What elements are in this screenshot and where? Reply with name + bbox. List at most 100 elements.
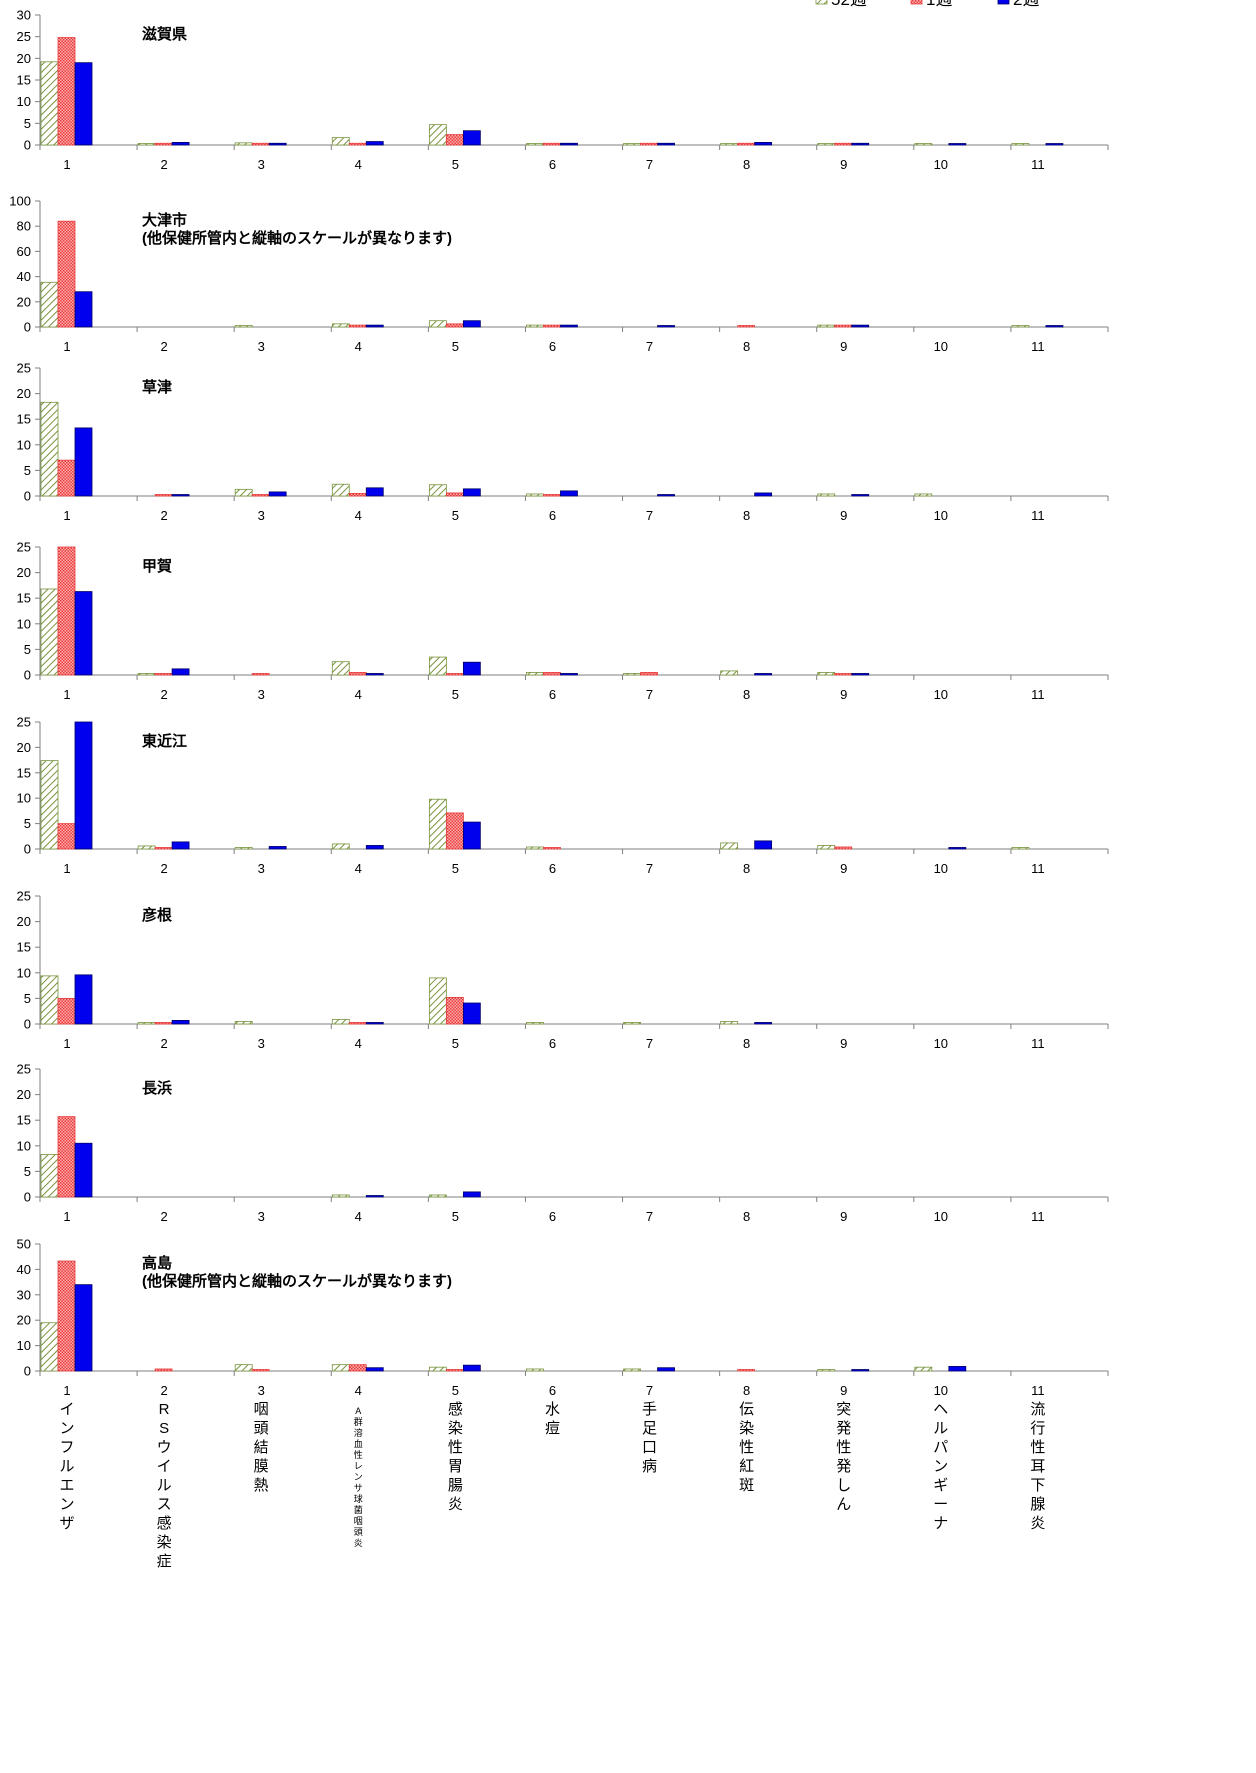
bar-2 xyxy=(57,998,76,1025)
bar-1 xyxy=(817,493,836,497)
category-name-label: 手足口病 xyxy=(642,1401,657,1475)
bar-2 xyxy=(834,324,853,328)
bar-2 xyxy=(57,546,76,676)
category-name-char: 咽 xyxy=(354,1516,363,1526)
x-tick-label: 6 xyxy=(549,1383,556,1398)
bar-1 xyxy=(914,143,933,146)
category-name-char: 菌 xyxy=(354,1504,363,1515)
y-tick-label: 25 xyxy=(17,889,31,904)
bar-1 xyxy=(623,1368,641,1372)
bar-1 xyxy=(331,1194,350,1198)
bar-1 xyxy=(914,1366,933,1372)
category-name-char: 性 xyxy=(1030,1439,1045,1456)
x-tick-label: 10 xyxy=(934,1209,948,1224)
bar-1 xyxy=(623,1022,641,1025)
legend-swatch-1 xyxy=(815,0,828,5)
y-tick-label: 20 xyxy=(17,386,31,401)
y-tick-label: 25 xyxy=(17,361,31,376)
bar-1 xyxy=(331,661,350,676)
category-name-char: ー xyxy=(933,1496,948,1513)
y-tick-label: 5 xyxy=(24,116,31,131)
bar-1 xyxy=(428,977,447,1025)
bar-3 xyxy=(462,1002,481,1025)
bar-1 xyxy=(1011,325,1030,328)
bar-3 xyxy=(851,494,870,497)
bar-3 xyxy=(560,673,578,676)
bar-1 xyxy=(234,488,253,497)
category-name-char: 発 xyxy=(836,1458,851,1475)
category-name-char: ン xyxy=(59,1496,74,1513)
x-tick-label: 11 xyxy=(1031,1036,1045,1051)
category-name-char: R xyxy=(159,1401,170,1418)
category-name-char: ル xyxy=(59,1458,74,1475)
bar-3 xyxy=(268,491,287,497)
bar-1 xyxy=(623,673,641,676)
bar-2 xyxy=(445,812,464,850)
bar-1 xyxy=(40,975,59,1025)
bar-1 xyxy=(817,1369,836,1372)
category-name-char: 痘 xyxy=(545,1420,560,1437)
y-tick-label: 100 xyxy=(9,194,31,209)
category-name-char: 性 xyxy=(739,1439,754,1456)
x-tick-label: 8 xyxy=(743,339,750,354)
bar-2 xyxy=(445,492,464,497)
panel-note: (他保健所管内と縦軸のスケールが異なります) xyxy=(142,229,452,247)
x-tick-label: 6 xyxy=(549,1036,556,1051)
y-tick-label: 20 xyxy=(17,565,31,580)
y-tick-label: 0 xyxy=(24,668,31,683)
bar-3 xyxy=(74,291,93,328)
bar-3 xyxy=(171,494,190,497)
x-tick-label: 5 xyxy=(452,1036,459,1051)
x-tick-label: 4 xyxy=(355,861,362,876)
x-tick-label: 11 xyxy=(1031,1383,1045,1398)
y-tick-label: 10 xyxy=(17,965,31,980)
category-name-char: 性 xyxy=(354,1449,363,1460)
bar-2 xyxy=(445,996,464,1025)
x-tick-label: 9 xyxy=(840,1209,847,1224)
category-name-char: 結 xyxy=(254,1439,269,1456)
y-tick-label: 10 xyxy=(17,94,31,109)
x-tick-label: 5 xyxy=(452,687,459,702)
x-tick-label: 4 xyxy=(355,1383,362,1398)
category-name-char: 腺 xyxy=(1030,1496,1045,1513)
category-name-char: 行 xyxy=(1030,1420,1045,1437)
bar-3 xyxy=(657,325,675,328)
panel-8: 0 10 20 30 40 50 1 2 3 4 5 6 7 8 9 10 11 高島(他保健所管内と縦軸のスケー… xyxy=(17,1237,1109,1398)
panel-2: 0 20 40 60 80 100 1 2 3 4 5 6 7 8 9 10 11 大津市(他保健所管内と縦軸のス… xyxy=(9,194,1109,354)
y-tick-label: 0 xyxy=(24,842,31,857)
bar-1 xyxy=(331,1364,350,1372)
bar-3 xyxy=(365,487,384,497)
x-tick-label: 9 xyxy=(840,687,847,702)
panel-6: 0 5 10 15 20 25 1 2 3 4 5 6 7 8 9 10 11 彦根 xyxy=(17,889,1109,1051)
bar-3 xyxy=(754,1022,773,1025)
bar-1 xyxy=(40,588,59,676)
x-tick-label: 7 xyxy=(646,1036,653,1051)
bar-2 xyxy=(251,1369,270,1372)
y-tick-label: 20 xyxy=(17,51,31,66)
bar-1 xyxy=(720,670,739,676)
bar-2 xyxy=(445,323,464,328)
category-name-char: 下 xyxy=(1030,1477,1045,1494)
category-name-char: 球 xyxy=(354,1493,363,1504)
x-tick-label: 7 xyxy=(646,508,653,523)
category-name-char: 性 xyxy=(448,1439,463,1456)
y-tick-label: 15 xyxy=(17,940,31,955)
category-name-char: 染 xyxy=(739,1420,754,1437)
bar-3 xyxy=(560,142,578,146)
bar-2 xyxy=(445,134,464,146)
category-name-char: 伝 xyxy=(739,1401,754,1418)
x-tick-label: 5 xyxy=(452,157,459,172)
y-tick-label: 5 xyxy=(24,816,31,831)
x-tick-label: 5 xyxy=(452,1209,459,1224)
bar-2 xyxy=(640,142,658,146)
bar-2 xyxy=(543,324,561,328)
y-tick-label: 20 xyxy=(17,914,31,929)
bar-1 xyxy=(40,1322,59,1372)
x-tick-label: 7 xyxy=(646,1383,653,1398)
x-tick-label: 2 xyxy=(160,1383,167,1398)
x-tick-label: 2 xyxy=(160,157,167,172)
bar-1 xyxy=(428,656,447,676)
category-name-char: 口 xyxy=(642,1439,657,1456)
bar-2 xyxy=(251,494,270,497)
bar-3 xyxy=(851,1369,870,1372)
